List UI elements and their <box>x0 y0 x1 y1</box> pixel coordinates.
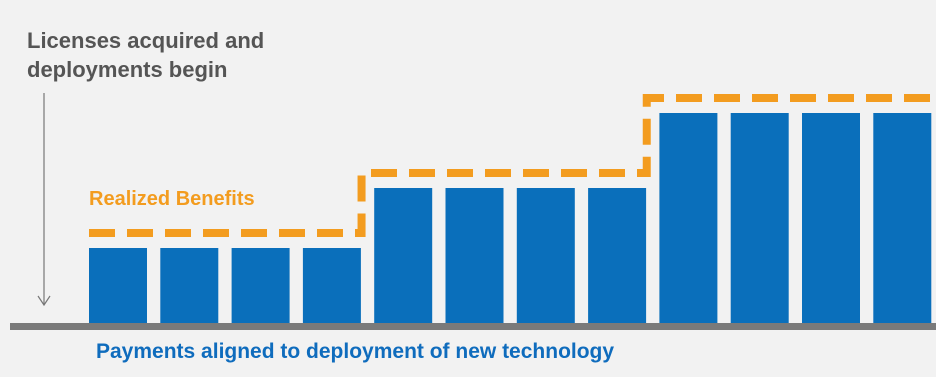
bar-7 <box>516 188 575 323</box>
x-axis-label: Payments aligned to deployment of new te… <box>96 340 615 363</box>
bars-group <box>89 113 932 323</box>
baseline-axis <box>10 323 936 330</box>
annotation-line-2: deployments begin <box>27 57 228 82</box>
realized-benefits-label: Realized Benefits <box>89 188 255 210</box>
bar-12 <box>873 113 932 323</box>
bar-10 <box>730 113 789 323</box>
bar-6 <box>445 188 504 323</box>
bar-1 <box>89 248 147 323</box>
bar-3 <box>231 248 290 323</box>
bar-5 <box>374 188 433 323</box>
licenses-annotation: Licenses acquired and deployments begin <box>27 26 264 84</box>
down-arrow-icon <box>37 295 51 307</box>
annotation-line-1: Licenses acquired and <box>27 28 265 53</box>
bar-2 <box>160 248 219 323</box>
bar-8 <box>588 188 647 323</box>
bar-4 <box>302 248 361 323</box>
bar-11 <box>802 113 860 323</box>
realized-benefits-line <box>89 94 936 237</box>
bar-9 <box>659 113 718 323</box>
